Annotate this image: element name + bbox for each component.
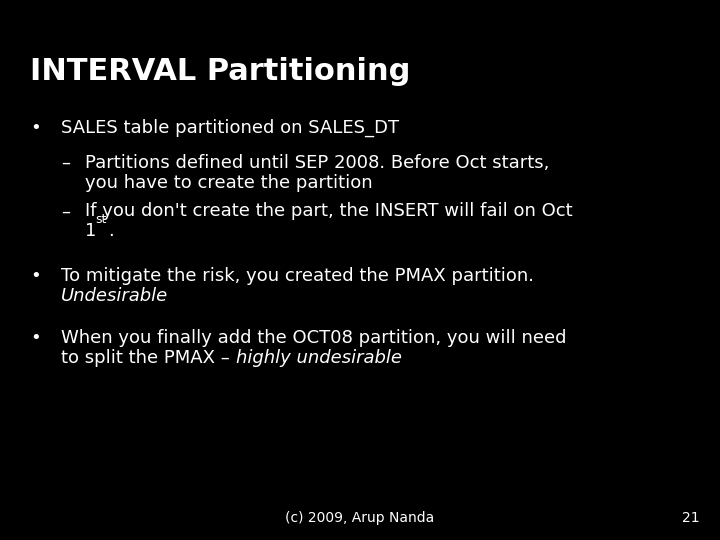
Text: .: . <box>108 222 114 240</box>
Text: 1: 1 <box>85 222 96 240</box>
Text: to split the PMAX –: to split the PMAX – <box>61 349 235 367</box>
Text: you have to create the partition: you have to create the partition <box>85 174 372 192</box>
Text: Partitions defined until SEP 2008. Before Oct starts,: Partitions defined until SEP 2008. Befor… <box>85 154 549 172</box>
Text: •: • <box>30 329 41 347</box>
Text: If you don't create the part, the INSERT will fail on Oct: If you don't create the part, the INSERT… <box>85 202 572 220</box>
Text: SALES table partitioned on SALES_DT: SALES table partitioned on SALES_DT <box>61 119 400 137</box>
Text: •: • <box>30 119 41 137</box>
Text: –: – <box>61 202 71 220</box>
Text: INTERVAL Partitioning: INTERVAL Partitioning <box>30 57 410 86</box>
Text: •: • <box>30 267 41 285</box>
Text: To mitigate the risk, you created the PMAX partition.: To mitigate the risk, you created the PM… <box>61 267 534 285</box>
Text: –: – <box>61 154 71 172</box>
Text: st: st <box>95 213 107 226</box>
Text: 21: 21 <box>683 511 700 525</box>
Text: When you finally add the OCT08 partition, you will need: When you finally add the OCT08 partition… <box>61 329 567 347</box>
Text: Undesirable: Undesirable <box>61 287 168 305</box>
Text: highly undesirable: highly undesirable <box>235 349 402 367</box>
Text: (c) 2009, Arup Nanda: (c) 2009, Arup Nanda <box>285 511 435 525</box>
